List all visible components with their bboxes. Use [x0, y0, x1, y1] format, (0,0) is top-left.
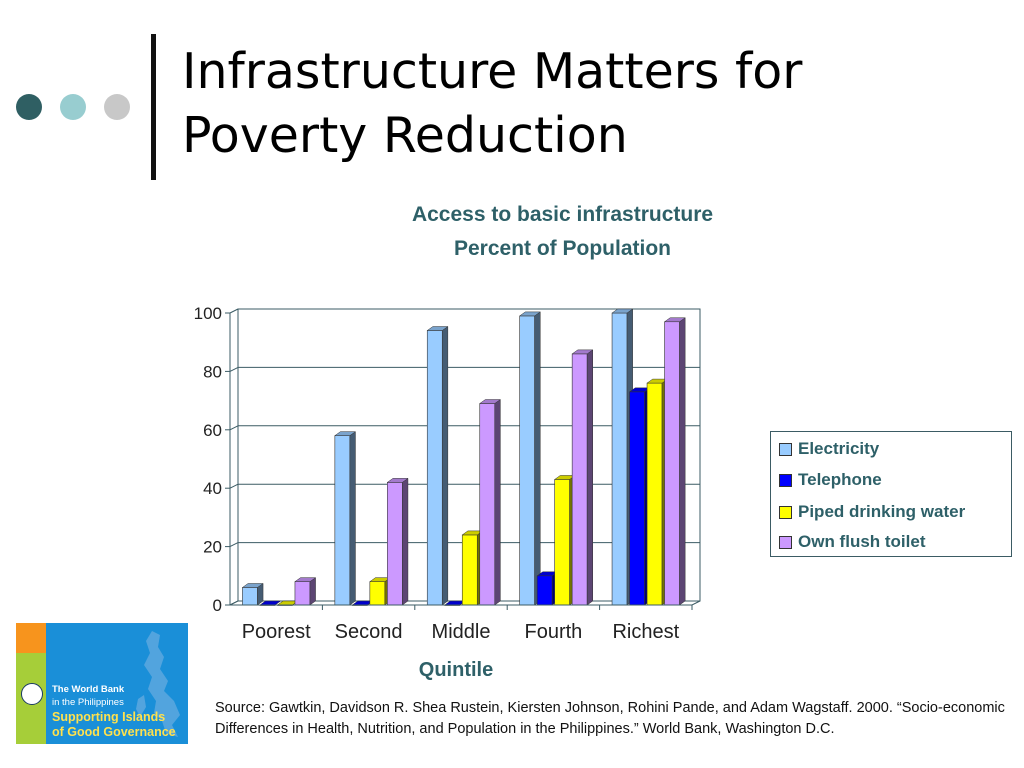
legend-label-telephone: Telephone	[798, 470, 882, 489]
bar-side	[586, 349, 593, 606]
legend-label-flush-toilet: Own flush toilet	[798, 532, 926, 551]
bar-side	[534, 311, 541, 606]
bar-top	[294, 577, 317, 582]
bar	[461, 534, 478, 606]
bar-top	[478, 399, 502, 404]
x-axis-label: Quintile	[419, 659, 493, 681]
legend-swatch-piped-water	[779, 505, 792, 519]
bar-top	[386, 478, 409, 483]
bar-top	[334, 431, 357, 436]
bar-top	[611, 308, 634, 314]
x-tick-label: Poorest	[242, 621, 311, 643]
y-tick-label: 20	[203, 538, 222, 557]
globe-icon	[21, 683, 43, 705]
source-citation: Source: Gawtkin, Davidson R. Shea Rustei…	[215, 700, 1005, 737]
axis-layer: 0 20 40 60 80 100 Poorest Second Middle Fourth Ric…	[194, 304, 693, 681]
x-tick-label: Second	[335, 621, 403, 643]
bar	[554, 479, 570, 606]
bar	[294, 581, 311, 606]
legend-label-electricity: Electricity	[798, 439, 880, 458]
dot-teal	[60, 94, 86, 120]
slide-title: Infrastructure Matters for Poverty Reduc…	[182, 40, 1002, 168]
bar-top	[663, 317, 686, 323]
x-tick-label: Richest	[612, 621, 679, 643]
gridline-depth	[229, 425, 239, 431]
chart-legend: Electricity Telephone Piped drinking wat…	[770, 431, 1012, 557]
gridline-depth	[229, 483, 239, 489]
chart-title-block: Access to basic infrastructure Percent o…	[300, 198, 825, 266]
logo-orange-block	[16, 623, 46, 653]
slide-title-line2: Poverty Reduction	[182, 107, 628, 164]
gridline-depth	[229, 542, 239, 548]
bar	[426, 330, 443, 606]
y-tick-label: 60	[203, 421, 222, 440]
bar-side	[494, 399, 501, 606]
bar	[629, 391, 645, 606]
bar	[664, 321, 680, 606]
bars-layer	[241, 308, 686, 606]
slide-title-line1: Infrastructure Matters for	[182, 43, 803, 100]
philippines-map-icon	[136, 631, 180, 737]
legend-item-telephone: Telephone	[779, 467, 882, 493]
bar-top	[571, 349, 594, 355]
legend-swatch-electricity	[779, 442, 792, 456]
bar	[242, 587, 258, 606]
legend-swatch-flush-toilet	[779, 535, 792, 549]
y-tick-label: 100	[194, 304, 222, 323]
legend-item-electricity: Electricity	[779, 436, 879, 462]
bar-top	[241, 583, 264, 588]
bar	[571, 353, 588, 606]
chart-subtitle: Percent of Population	[453, 237, 671, 260]
bar-side	[402, 477, 409, 606]
bar	[387, 482, 403, 606]
y-tick-label: 40	[203, 479, 222, 498]
bar-top	[518, 311, 542, 317]
dot-grey	[104, 94, 130, 120]
title-divider	[151, 34, 156, 180]
logo-line2: in the Philippines	[52, 697, 124, 708]
y-tick-label: 0	[213, 596, 222, 615]
world-bank-logo: The World Bank in the Philippines Suppor…	[16, 623, 188, 744]
legend-label-piped-water: Piped drinking water	[798, 502, 966, 521]
bar	[611, 312, 628, 606]
bar	[646, 382, 663, 606]
x-tick-label: Fourth	[524, 621, 582, 643]
bar-top	[426, 326, 449, 331]
x-tick-label: Middle	[432, 621, 491, 643]
logo-line1: The World Bank	[52, 684, 125, 695]
bar	[536, 575, 553, 606]
bar	[479, 403, 496, 606]
dot-dark	[16, 94, 42, 120]
bar-side	[309, 577, 316, 606]
bar-side	[442, 326, 449, 606]
logo-line4: of Good Governance	[52, 725, 176, 739]
chart-title: Access to basic infrastructure	[411, 203, 714, 226]
gridline-depth	[229, 308, 239, 314]
bar-side	[679, 317, 686, 606]
bar	[519, 315, 535, 606]
bar-side	[349, 431, 356, 606]
bar	[334, 435, 351, 606]
gridline-depth	[229, 366, 239, 372]
logo-line3: Supporting Islands	[52, 710, 166, 724]
y-tick-label: 80	[203, 362, 222, 381]
legend-item-flush-toilet: Own flush toilet	[779, 529, 926, 555]
bar	[369, 581, 386, 606]
legend-swatch-telephone	[779, 473, 792, 487]
legend-item-piped-water: Piped drinking water	[779, 499, 965, 525]
